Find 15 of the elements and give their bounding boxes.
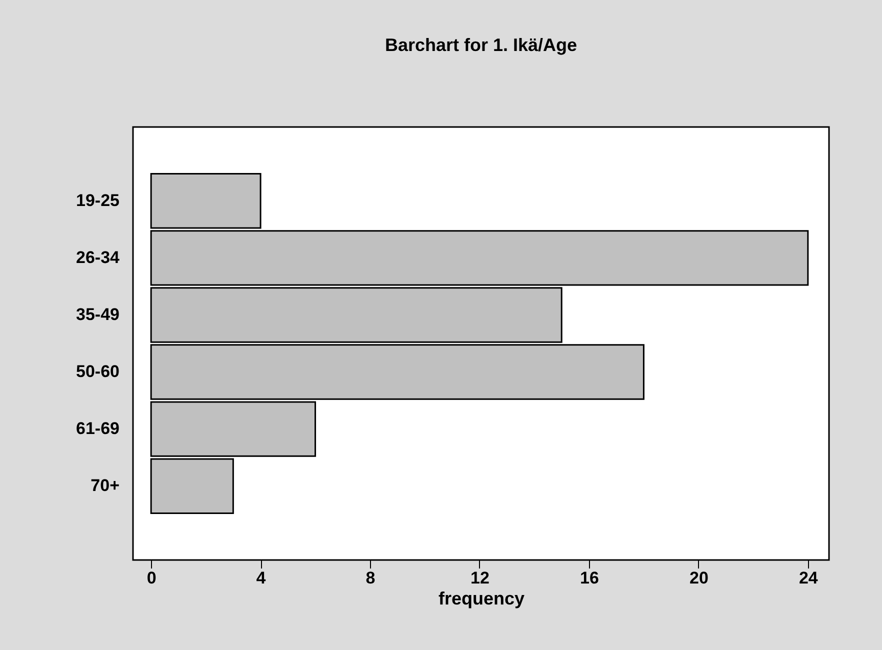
x-tick-label: 16 — [580, 568, 599, 588]
y-tick-label: 50-60 — [76, 362, 120, 382]
y-tick-label: 26-34 — [76, 248, 120, 267]
x-tick-label: 0 — [146, 568, 156, 588]
y-tick-label: 35-49 — [76, 304, 120, 324]
y-tick-label: 19-25 — [76, 190, 120, 210]
x-tick-label: 20 — [689, 568, 708, 588]
y-tick-label: 70+ — [90, 476, 120, 496]
x-tick-label: 8 — [366, 568, 376, 588]
x-tick-label: 24 — [798, 568, 818, 588]
x-tick-label: 4 — [256, 568, 266, 588]
x-tick-label: 12 — [470, 568, 490, 588]
x-axis-title: frequency — [438, 588, 525, 608]
chart-title: Barchart for 1. Ikä/Age — [384, 35, 578, 55]
y-tick-label: 61-69 — [76, 419, 120, 438]
